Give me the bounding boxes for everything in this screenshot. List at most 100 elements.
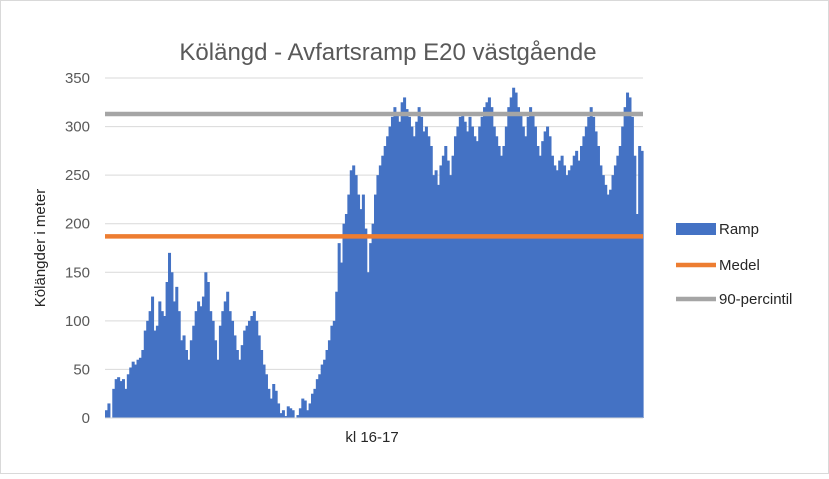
ramp-area-point [628, 97, 632, 419]
ramp-area-point [553, 165, 557, 418]
ramp-area-point [214, 340, 218, 418]
ramp-area-point [516, 107, 520, 418]
ramp-area-point [550, 155, 554, 418]
ramp-area-point [458, 116, 462, 419]
ramp-area-point [519, 112, 523, 418]
ramp-area-point [424, 126, 428, 418]
ramp-area-point [233, 335, 237, 418]
ramp-area-point [565, 175, 569, 418]
ramp-area-point [398, 121, 402, 419]
y-tick-label: 150 [65, 264, 90, 281]
ramp-area-point [264, 374, 268, 418]
ramp-area-point [228, 311, 232, 418]
ramp-area-point [301, 398, 305, 418]
ramp-area-point [466, 131, 470, 418]
ramp-area-point [231, 320, 235, 418]
ramp-area-point [289, 408, 293, 418]
ramp-area-point [509, 97, 513, 419]
ramp-area-point [429, 146, 433, 418]
ramp-area-point [168, 252, 172, 418]
ramp-area-point [555, 170, 559, 418]
ramp-area-point [129, 367, 133, 418]
ramp-area-point [252, 311, 256, 418]
ramp-area-point [393, 107, 397, 418]
y-tick-label: 100 [65, 313, 90, 330]
y-tick-label: 250 [65, 167, 90, 184]
ramp-area-point [567, 170, 571, 418]
ramp-area-point [470, 126, 474, 418]
ramp-area-point [117, 377, 121, 418]
ramp-area-point [284, 416, 288, 418]
ramp-area-point [504, 126, 508, 418]
ramp-area-point [308, 403, 312, 418]
ramp-area-point [420, 116, 424, 419]
ramp-area-point [524, 136, 528, 419]
ramp-area-point [444, 146, 448, 418]
ramp-area-point [596, 146, 600, 418]
ramp-area-point [415, 121, 419, 419]
ramp-area-point [114, 379, 118, 418]
ramp-area-point [361, 194, 365, 418]
ramp-area-point [601, 175, 605, 418]
ramp-area-point [502, 146, 506, 418]
ramp-area-point [112, 388, 116, 418]
plot-area [105, 87, 644, 419]
ramp-area-point [533, 126, 537, 418]
y-tick-label: 200 [65, 216, 90, 233]
ramp-area-point [325, 350, 329, 418]
ramp-area-point [594, 131, 598, 418]
ramp-area-point [378, 165, 382, 418]
x-axis-label: kl 16-17 [345, 429, 398, 446]
ramp-area-point [340, 262, 344, 418]
ramp-area-point [315, 379, 319, 418]
y-tick-label: 300 [65, 119, 90, 136]
ramp-area-point [531, 112, 535, 418]
ramp-area-point [582, 136, 586, 419]
ramp-area-point [572, 155, 576, 418]
ramp-area-point [403, 97, 407, 419]
ramp-area-point [155, 325, 159, 418]
ramp-area-point [250, 316, 254, 418]
ramp-area-point [291, 410, 295, 418]
ramp-area-point [638, 146, 642, 418]
ramp-area-point [500, 155, 504, 418]
ramp-area-point [180, 340, 184, 418]
ramp-area-point [182, 335, 186, 418]
ramp-area-point [538, 155, 542, 418]
ramp-area-point [184, 350, 188, 418]
ramp-area-point [354, 175, 358, 418]
legend-label: Medel [719, 257, 760, 274]
ramp-area-point [589, 107, 593, 418]
ramp-area-point [437, 184, 441, 418]
ramp-area-point [514, 92, 518, 418]
ramp-area-point [543, 131, 547, 418]
ramp-area-point [512, 87, 516, 419]
ramp-area-point [332, 320, 336, 418]
ramp-area-point [417, 107, 421, 418]
ramp-area-point [626, 92, 630, 418]
ramp-area-point [277, 403, 281, 418]
ramp-area-point [194, 311, 198, 418]
ramp-area-point [412, 136, 416, 419]
ramp-area-point [381, 155, 385, 418]
ramp-area-point [507, 107, 511, 418]
ramp-area-point [347, 194, 351, 418]
ramp-area-point [548, 136, 552, 419]
ramp-area-point [369, 243, 373, 418]
ramp-area-point [633, 155, 637, 418]
ramp-area-point [432, 175, 436, 418]
ramp-area-point [473, 136, 477, 419]
ramp-area-point [158, 301, 162, 418]
ramp-area-point [453, 136, 457, 419]
ramp-area-point [306, 410, 310, 418]
ramp-area-point [221, 311, 225, 418]
ramp-area-point [243, 330, 247, 418]
ramp-area-point [366, 272, 370, 418]
ramp-area-point [487, 97, 491, 419]
ramp-area-point [395, 112, 399, 418]
ramp-area-point [558, 160, 562, 418]
ramp-area-point [197, 301, 201, 418]
legend-label: 90-percintil [719, 291, 792, 308]
ramp-area-point [177, 311, 181, 418]
